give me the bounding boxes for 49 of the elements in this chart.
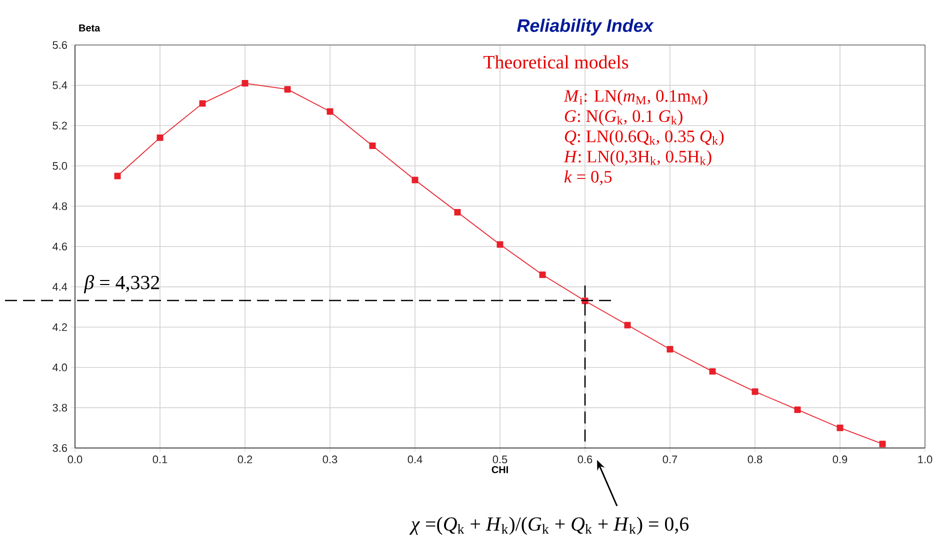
point	[836, 424, 844, 432]
point	[879, 440, 886, 448]
y-tick-label: 5.6	[52, 41, 67, 49]
annotation: Q: LN(0.6Q$_{k}$, 0.35 Q$_{k}$)	[564, 130, 724, 146]
x-tick-label: 0.9	[832, 456, 848, 464]
point	[496, 241, 504, 248]
annotation: Theoretical models	[484, 55, 628, 69]
annotation: H: LN(0,3H$_{k}$, 0.5H$_{k}$)	[564, 150, 712, 166]
annotation: M$_{i}$: LN(m$_{M}$, 0.1m$_{M}$)	[564, 90, 708, 106]
x-tick-label: 0.5	[492, 456, 508, 464]
point	[199, 100, 206, 107]
y-tick-label: 4.4	[52, 283, 68, 291]
y-tick-label: 5.4	[52, 81, 68, 90]
x-tick-label: 0.2	[238, 456, 252, 464]
x-tick-label: 0.3	[322, 456, 338, 464]
y-axis-title: Beta	[79, 24, 100, 32]
annotation: k = 0,5	[564, 170, 612, 186]
y-tick-label: 5.0	[52, 162, 68, 170]
x-tick-label: 0.6	[578, 456, 592, 464]
point	[284, 86, 291, 93]
x-tick-label: 0.1	[152, 456, 168, 464]
ref-line-label: β = 4,332	[84, 275, 160, 294]
point	[114, 172, 121, 180]
text: χ =(Q$_{k}$ + H$_{k}$)/(G$_{k}$ + Q$_{k}$ + H$_{k}$) = 0,6	[409, 516, 689, 535]
point	[539, 271, 546, 278]
x-tick-label: 1.0	[918, 456, 932, 464]
y-tick-label: 4.8	[52, 202, 67, 210]
annotation: G: N(G$_{k}$, 0.1 G$_{k}$)	[564, 110, 682, 126]
point	[242, 80, 248, 87]
y-tick-label: 5.2	[52, 122, 67, 130]
point	[794, 406, 801, 413]
y-tick-label: 4.2	[52, 323, 67, 331]
chart-title: Reliability Index	[517, 18, 654, 36]
y-tick-label: 4.0	[52, 364, 68, 372]
x-tick-label: 0.4	[408, 456, 422, 464]
x-axis-title: CHI	[492, 466, 508, 474]
point	[454, 209, 461, 216]
y-tick-label: 3.6	[52, 444, 67, 452]
x-tick-label: 0.8	[748, 456, 762, 464]
point	[624, 322, 631, 328]
point	[709, 368, 716, 375]
y-tick-label: 3.8	[52, 404, 67, 412]
x-tick-label: 0.0	[68, 456, 82, 464]
x-tick-label: 0.7	[662, 456, 678, 464]
point	[666, 346, 674, 353]
point	[369, 142, 376, 149]
point	[752, 388, 758, 395]
point	[156, 134, 164, 141]
y-tick-label: 4.6	[52, 242, 67, 250]
